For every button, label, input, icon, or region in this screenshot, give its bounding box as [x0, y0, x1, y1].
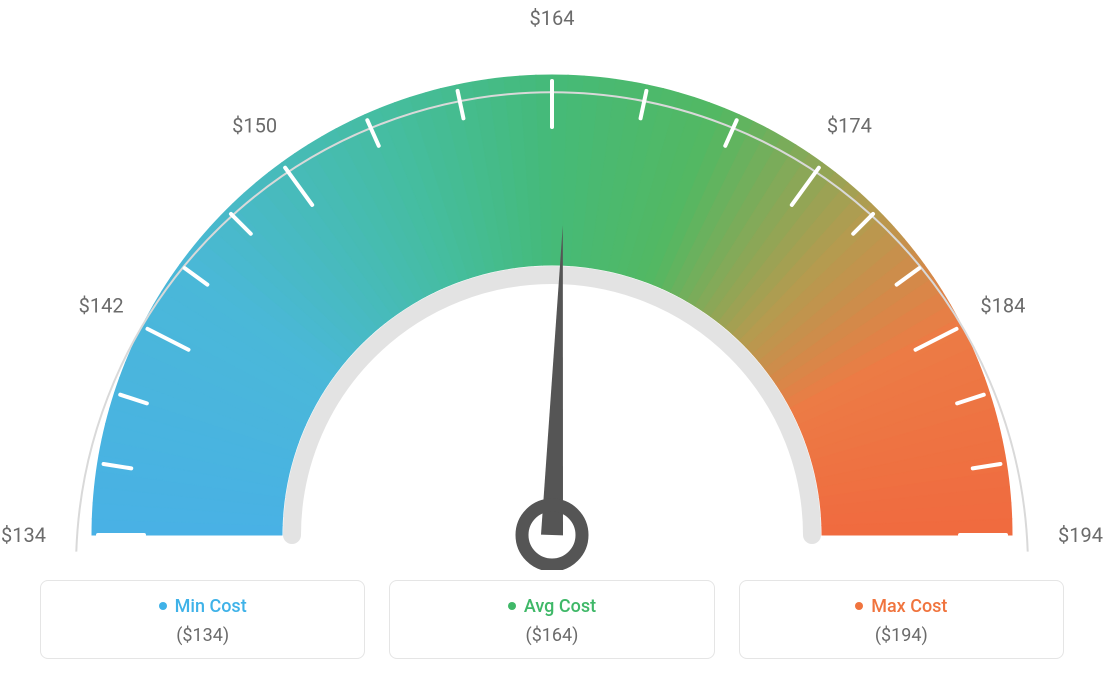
tick-label: $134 [1, 523, 46, 547]
legend-avg-label-text: Avg Cost [524, 596, 596, 617]
legend-min-label-text: Min Cost [175, 596, 247, 617]
gauge-svg: $134 $142 $150 $164 $174 $184 $194 [0, 0, 1104, 570]
tick-label: $194 [1058, 523, 1103, 547]
tick-label: $150 [232, 114, 277, 138]
dot-icon [159, 602, 167, 610]
gauge-area: $134 $142 $150 $164 $174 $184 $194 [0, 0, 1104, 570]
legend-max-value: ($194) [750, 625, 1053, 646]
gauge-chart-container: $134 $142 $150 $164 $174 $184 $194 Min Cost ($… [0, 0, 1104, 690]
legend-min-label: Min Cost [159, 596, 247, 617]
legend-max-label: Max Cost [855, 596, 947, 617]
legend-avg-label: Avg Cost [508, 596, 596, 617]
legend-avg-box: Avg Cost ($164) [389, 580, 714, 659]
legend-min-box: Min Cost ($134) [40, 580, 365, 659]
legend-avg-value: ($164) [400, 625, 703, 646]
legend-min-value: ($134) [51, 625, 354, 646]
legend-row: Min Cost ($134) Avg Cost ($164) Max Cost… [0, 580, 1104, 659]
tick-label: $142 [79, 293, 124, 317]
dot-icon [855, 602, 863, 610]
tick-label: $164 [530, 6, 575, 30]
legend-max-box: Max Cost ($194) [739, 580, 1064, 659]
legend-max-label-text: Max Cost [871, 596, 947, 617]
tick-label: $174 [827, 114, 872, 138]
dot-icon [508, 602, 516, 610]
tick-label: $184 [980, 293, 1025, 317]
